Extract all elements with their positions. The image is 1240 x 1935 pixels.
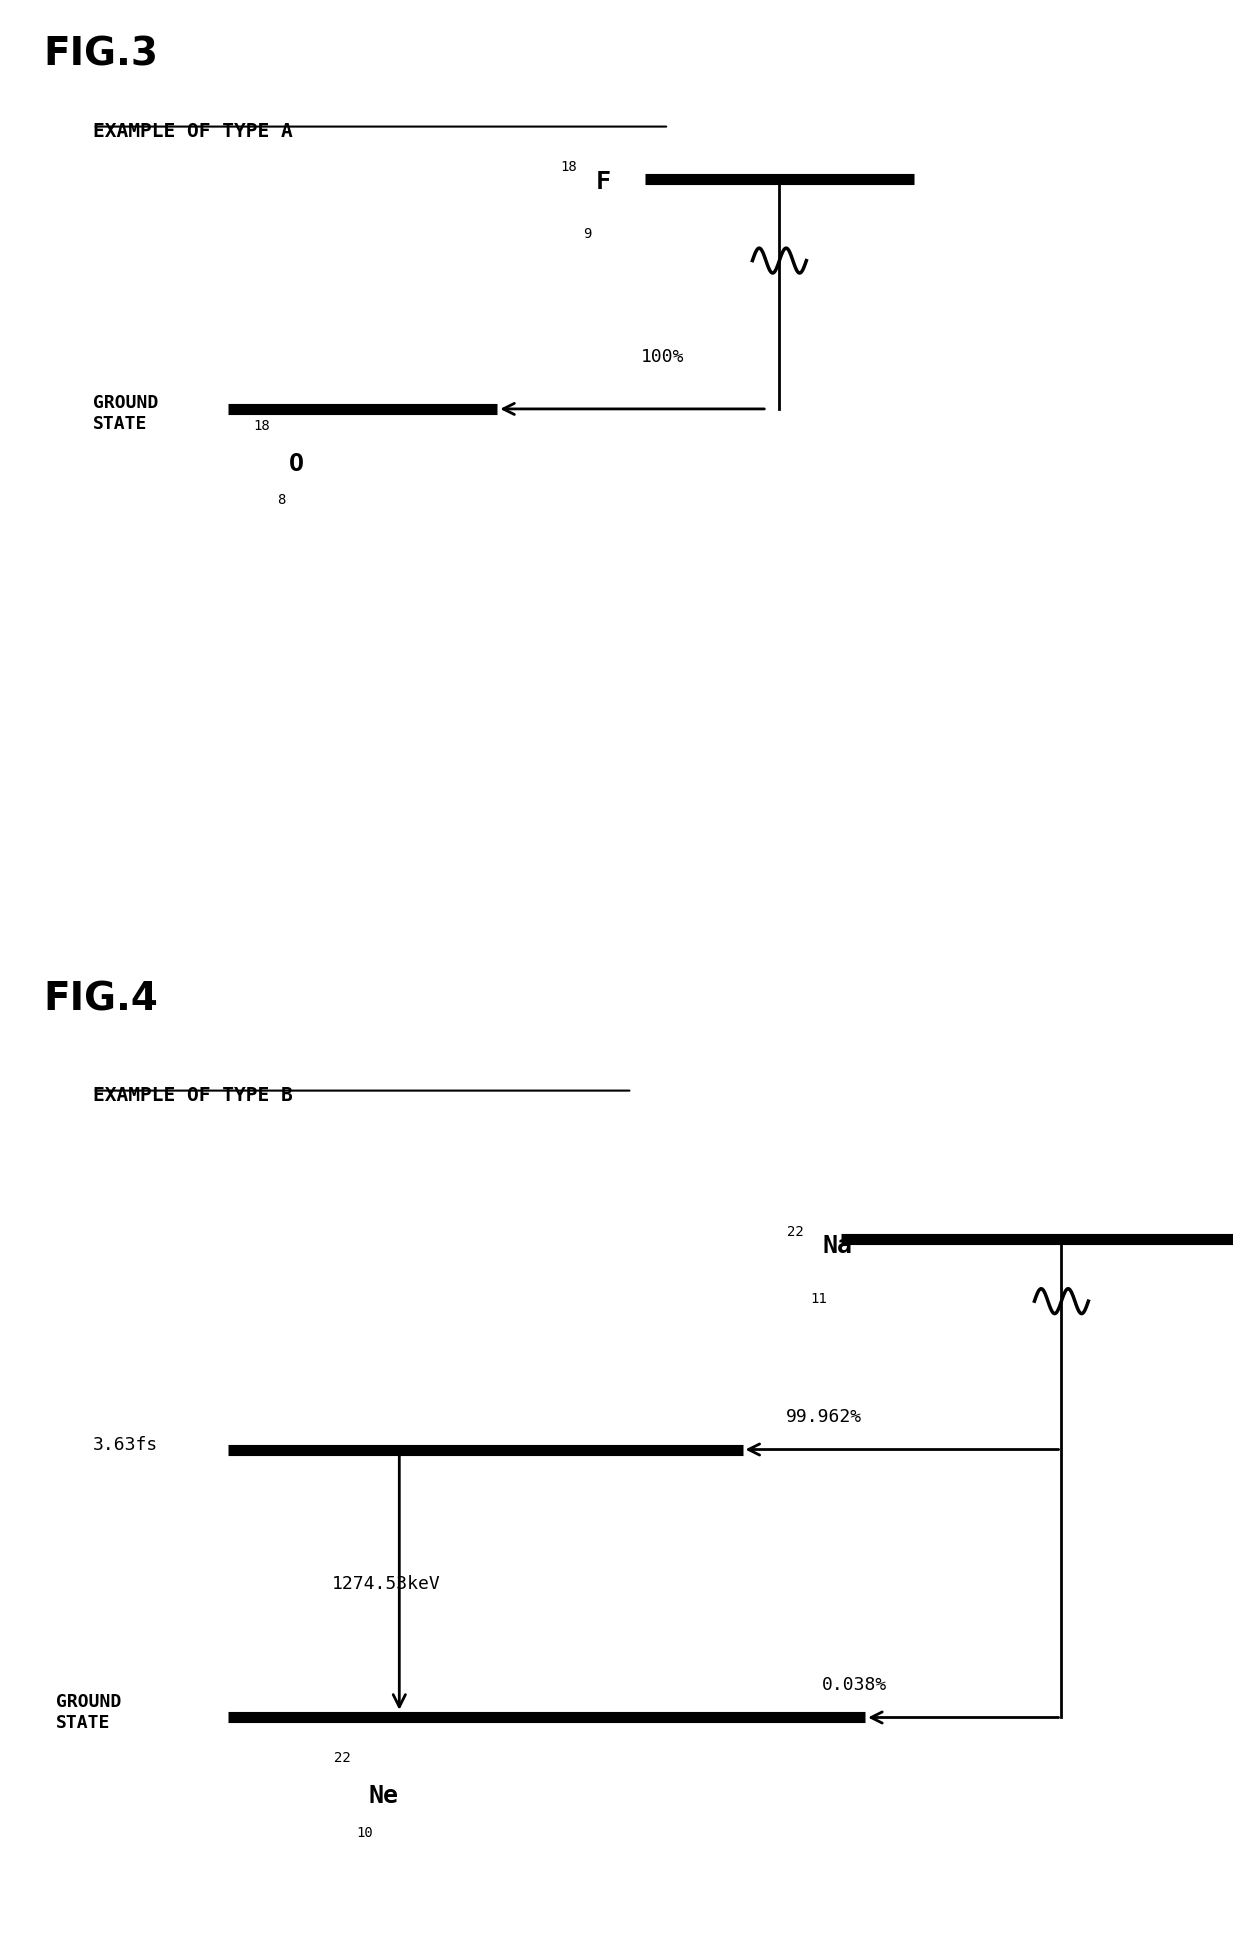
Text: Ne: Ne xyxy=(368,1784,398,1809)
Text: 10: 10 xyxy=(356,1825,373,1840)
Text: 99.962%: 99.962% xyxy=(785,1407,862,1426)
Text: 22: 22 xyxy=(787,1225,804,1238)
Text: 22: 22 xyxy=(334,1751,350,1765)
Text: Na: Na xyxy=(822,1235,852,1258)
Text: 0.038%: 0.038% xyxy=(822,1676,888,1693)
Text: EXAMPLE OF TYPE B: EXAMPLE OF TYPE B xyxy=(93,1086,293,1105)
Text: 18: 18 xyxy=(560,161,577,174)
Text: 1274.53keV: 1274.53keV xyxy=(332,1575,440,1593)
Text: 8: 8 xyxy=(277,493,285,507)
Text: 3.63fs: 3.63fs xyxy=(93,1436,157,1453)
Text: GROUND
STATE: GROUND STATE xyxy=(56,1693,122,1732)
Text: 9: 9 xyxy=(583,226,591,242)
Text: 100%: 100% xyxy=(641,348,684,366)
Text: EXAMPLE OF TYPE A: EXAMPLE OF TYPE A xyxy=(93,122,293,141)
Text: 18: 18 xyxy=(254,418,270,433)
Text: 11: 11 xyxy=(810,1291,827,1306)
Text: O: O xyxy=(289,453,304,476)
Text: F: F xyxy=(595,170,610,194)
Text: GROUND
STATE: GROUND STATE xyxy=(93,395,157,433)
Text: FIG.3: FIG.3 xyxy=(43,35,159,74)
Text: FIG.4: FIG.4 xyxy=(43,981,159,1018)
